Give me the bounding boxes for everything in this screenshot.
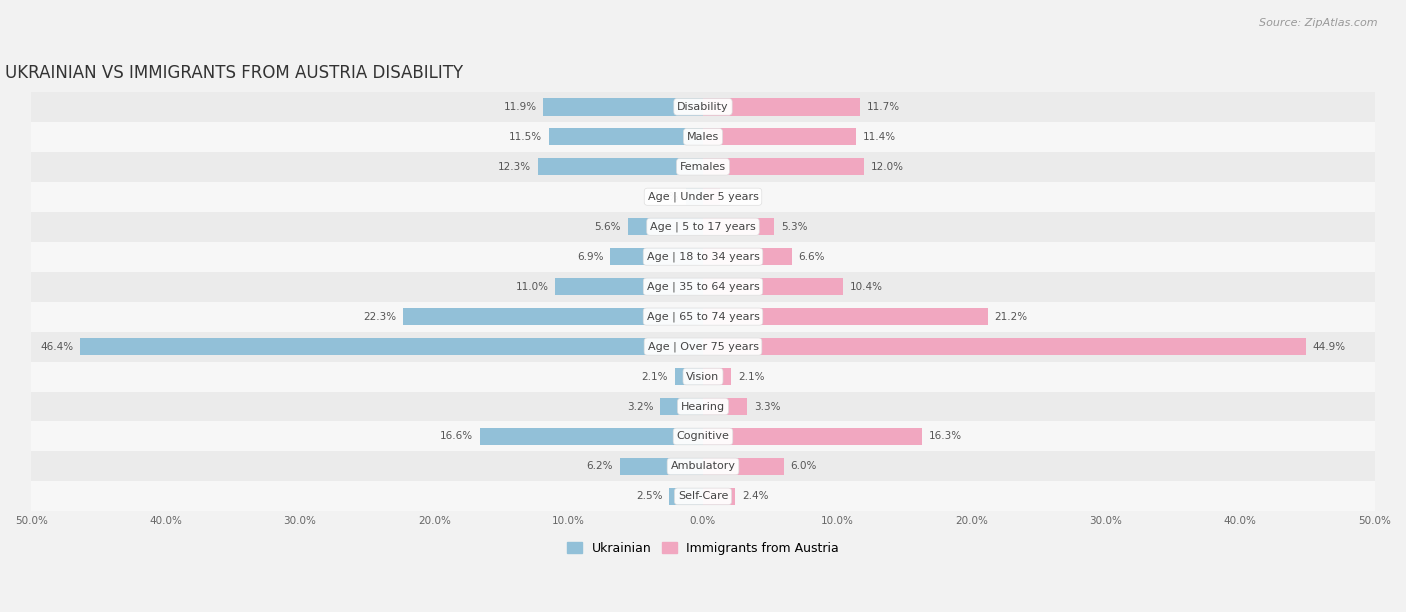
Bar: [80, 338, 703, 355]
Text: 16.6%: 16.6%: [440, 431, 474, 441]
Text: 22.3%: 22.3%: [364, 312, 396, 321]
Bar: [31, 122, 1375, 152]
Text: Hearing: Hearing: [681, 401, 725, 411]
Text: 11.0%: 11.0%: [516, 282, 548, 292]
Text: Age | 35 to 64 years: Age | 35 to 64 years: [647, 282, 759, 292]
Bar: [31, 92, 1375, 122]
Bar: [703, 98, 860, 116]
Bar: [538, 158, 703, 176]
Bar: [703, 218, 775, 236]
Text: Age | 18 to 34 years: Age | 18 to 34 years: [647, 252, 759, 262]
Text: Ambulatory: Ambulatory: [671, 461, 735, 471]
Text: 2.1%: 2.1%: [641, 371, 668, 381]
Text: Males: Males: [688, 132, 718, 142]
Bar: [703, 308, 988, 326]
Bar: [31, 212, 1375, 242]
Bar: [703, 188, 720, 206]
Bar: [703, 458, 783, 475]
Text: 11.4%: 11.4%: [863, 132, 896, 142]
Text: 5.3%: 5.3%: [780, 222, 807, 232]
Bar: [31, 302, 1375, 332]
Text: Self-Care: Self-Care: [678, 491, 728, 501]
Text: Source: ZipAtlas.com: Source: ZipAtlas.com: [1260, 18, 1378, 28]
Text: 11.5%: 11.5%: [509, 132, 541, 142]
Bar: [31, 362, 1375, 392]
Bar: [703, 428, 922, 445]
Bar: [675, 368, 703, 385]
Bar: [703, 278, 842, 296]
Text: Age | 5 to 17 years: Age | 5 to 17 years: [650, 222, 756, 232]
Bar: [31, 272, 1375, 302]
Text: 3.2%: 3.2%: [627, 401, 654, 411]
Text: Disability: Disability: [678, 102, 728, 112]
Legend: Ukrainian, Immigrants from Austria: Ukrainian, Immigrants from Austria: [562, 537, 844, 560]
Bar: [31, 452, 1375, 482]
Text: Age | 65 to 74 years: Age | 65 to 74 years: [647, 312, 759, 322]
Bar: [703, 338, 1306, 355]
Bar: [686, 188, 703, 206]
Bar: [31, 482, 1375, 512]
Text: 2.5%: 2.5%: [636, 491, 662, 501]
Text: 44.9%: 44.9%: [1313, 341, 1346, 351]
Bar: [628, 218, 703, 236]
Bar: [659, 398, 703, 415]
Text: Age | Over 75 years: Age | Over 75 years: [648, 341, 758, 352]
Text: Age | Under 5 years: Age | Under 5 years: [648, 192, 758, 202]
Bar: [31, 332, 1375, 362]
Text: 6.6%: 6.6%: [799, 252, 825, 262]
Bar: [669, 488, 703, 505]
Text: Cognitive: Cognitive: [676, 431, 730, 441]
Bar: [31, 242, 1375, 272]
Text: 12.0%: 12.0%: [870, 162, 904, 172]
Text: 6.9%: 6.9%: [576, 252, 603, 262]
Bar: [31, 152, 1375, 182]
Text: 6.2%: 6.2%: [586, 461, 613, 471]
Text: Females: Females: [681, 162, 725, 172]
Text: 21.2%: 21.2%: [994, 312, 1028, 321]
Text: 3.3%: 3.3%: [754, 401, 780, 411]
Bar: [31, 422, 1375, 452]
Text: 12.3%: 12.3%: [498, 162, 531, 172]
Text: 5.6%: 5.6%: [595, 222, 621, 232]
Text: 11.9%: 11.9%: [503, 102, 537, 112]
Text: 2.1%: 2.1%: [738, 371, 765, 381]
Text: 6.0%: 6.0%: [790, 461, 817, 471]
Bar: [555, 278, 703, 296]
Bar: [31, 182, 1375, 212]
Bar: [703, 158, 865, 176]
Text: 1.3%: 1.3%: [727, 192, 754, 202]
Bar: [610, 248, 703, 266]
Bar: [703, 248, 792, 266]
Bar: [703, 398, 748, 415]
Text: 16.3%: 16.3%: [928, 431, 962, 441]
Bar: [703, 128, 856, 146]
Text: UKRAINIAN VS IMMIGRANTS FROM AUSTRIA DISABILITY: UKRAINIAN VS IMMIGRANTS FROM AUSTRIA DIS…: [4, 64, 463, 82]
Bar: [620, 458, 703, 475]
Text: 10.4%: 10.4%: [849, 282, 883, 292]
Bar: [404, 308, 703, 326]
Text: 46.4%: 46.4%: [39, 341, 73, 351]
Bar: [703, 488, 735, 505]
Text: 11.7%: 11.7%: [868, 102, 900, 112]
Bar: [31, 392, 1375, 422]
Bar: [479, 428, 703, 445]
Bar: [548, 128, 703, 146]
Bar: [703, 368, 731, 385]
Bar: [543, 98, 703, 116]
Text: 2.4%: 2.4%: [742, 491, 769, 501]
Text: Vision: Vision: [686, 371, 720, 381]
Text: 1.3%: 1.3%: [652, 192, 679, 202]
